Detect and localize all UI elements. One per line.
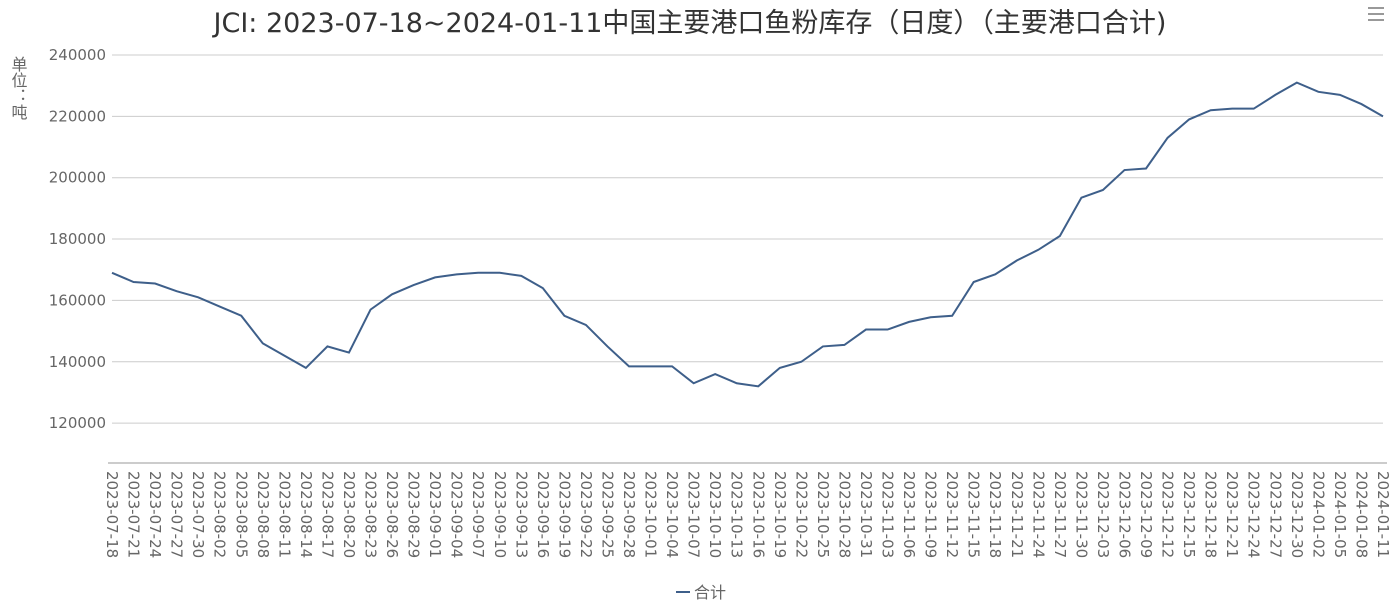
x-tick-label: 2023-08-08: [254, 471, 272, 558]
x-tick-label: 2023-09-19: [555, 471, 573, 558]
y-tick-label: 160000: [49, 291, 106, 309]
x-tick-label: 2023-11-15: [965, 471, 983, 558]
x-tick-label: 2023-08-05: [232, 471, 250, 558]
y-tick-label: 240000: [49, 46, 106, 64]
x-tick-label: 2023-08-17: [318, 471, 336, 558]
x-tick-label: 2023-10-31: [857, 471, 875, 558]
x-tick-label: 2023-12-27: [1266, 471, 1284, 558]
x-tick-label: 2023-11-24: [1029, 471, 1047, 558]
x-tick-label: 2023-10-13: [728, 471, 746, 558]
x-tick-label: 2023-08-20: [340, 471, 358, 558]
x-tick-label: 2023-07-18: [103, 471, 121, 558]
y-tick-label: 180000: [49, 230, 106, 248]
x-tick-label: 2023-10-25: [814, 471, 832, 558]
x-tick-label: 2023-12-30: [1288, 471, 1306, 558]
x-tick-label: 2023-10-16: [749, 471, 767, 558]
x-tick-label: 2023-07-27: [168, 471, 186, 558]
x-tick-label: 2023-11-12: [943, 471, 961, 558]
x-tick-label: 2023-09-07: [469, 471, 487, 558]
x-tick-label: 2023-08-26: [383, 471, 401, 558]
x-tick-label: 2024-01-02: [1309, 471, 1327, 558]
x-tick-label: 2023-09-16: [534, 471, 552, 558]
y-tick-label: 140000: [49, 353, 106, 371]
x-tick-label: 2023-07-30: [189, 471, 207, 558]
x-tick-label: 2024-01-05: [1331, 471, 1349, 558]
x-tick-label: 2023-11-21: [1008, 471, 1026, 558]
x-tick-label: 2023-09-10: [491, 471, 509, 558]
y-tick-label: 220000: [49, 107, 106, 125]
x-tick-label: 2023-08-02: [211, 471, 229, 558]
x-tick-label: 2023-10-07: [685, 471, 703, 558]
x-tick-label: 2023-11-03: [879, 471, 897, 558]
menu-icon[interactable]: [1368, 7, 1384, 21]
x-tick-label: 2023-09-13: [512, 471, 530, 558]
x-tick-label: 2023-08-29: [405, 471, 423, 558]
y-tick-label: 200000: [49, 169, 106, 187]
x-tick-label: 2023-09-28: [620, 471, 638, 558]
x-tick-label: 2023-08-23: [362, 471, 380, 558]
x-tick-label: 2023-09-04: [448, 471, 466, 558]
x-tick-label: 2024-01-11: [1374, 471, 1392, 558]
x-tick-label: 2023-12-03: [1094, 471, 1112, 558]
x-tick-label: 2023-12-21: [1223, 471, 1241, 558]
x-tick-label: 2023-08-11: [275, 471, 293, 558]
legend-label: 合计: [694, 583, 726, 600]
x-tick-label: 2023-08-14: [297, 471, 315, 558]
x-tick-label: 2023-12-15: [1180, 471, 1198, 558]
x-tick-label: 2023-12-12: [1159, 471, 1177, 558]
x-tick-label: 2023-09-01: [426, 471, 444, 558]
x-tick-label: 2023-07-24: [146, 471, 164, 558]
x-tick-label: 2023-11-27: [1051, 471, 1069, 558]
x-tick-label: 2023-12-09: [1137, 471, 1155, 558]
x-tick-label: 2023-10-10: [706, 471, 724, 558]
y-axis-label: 单位：吨: [9, 56, 28, 120]
x-tick-label: 2023-11-30: [1072, 471, 1090, 558]
x-tick-label: 2023-09-22: [577, 471, 595, 558]
y-tick-label: 120000: [49, 414, 106, 432]
x-tick-label: 2023-12-06: [1115, 471, 1133, 558]
x-tick-label: 2023-10-01: [642, 471, 660, 558]
x-tick-label: 2023-10-19: [771, 471, 789, 558]
x-tick-label: 2023-10-28: [835, 471, 853, 558]
x-tick-label: 2023-09-25: [598, 471, 616, 558]
x-tick-label: 2023-10-04: [663, 471, 681, 558]
x-tick-label: 2023-07-21: [125, 471, 143, 558]
x-tick-label: 2024-01-08: [1352, 471, 1370, 558]
x-tick-label: 2023-11-09: [922, 471, 940, 558]
chart-title: JCI: 2023-07-18~2024-01-11中国主要港口鱼粉库存（日度）…: [212, 8, 1167, 39]
x-tick-label: 2023-12-18: [1202, 471, 1220, 558]
x-tick-label: 2023-10-22: [792, 471, 810, 558]
line: [111, 81, 1384, 388]
x-tick-label: 2023-11-06: [900, 471, 918, 558]
x-tick-label: 2023-11-18: [986, 471, 1004, 558]
x-tick-label: 2023-12-24: [1245, 471, 1263, 558]
